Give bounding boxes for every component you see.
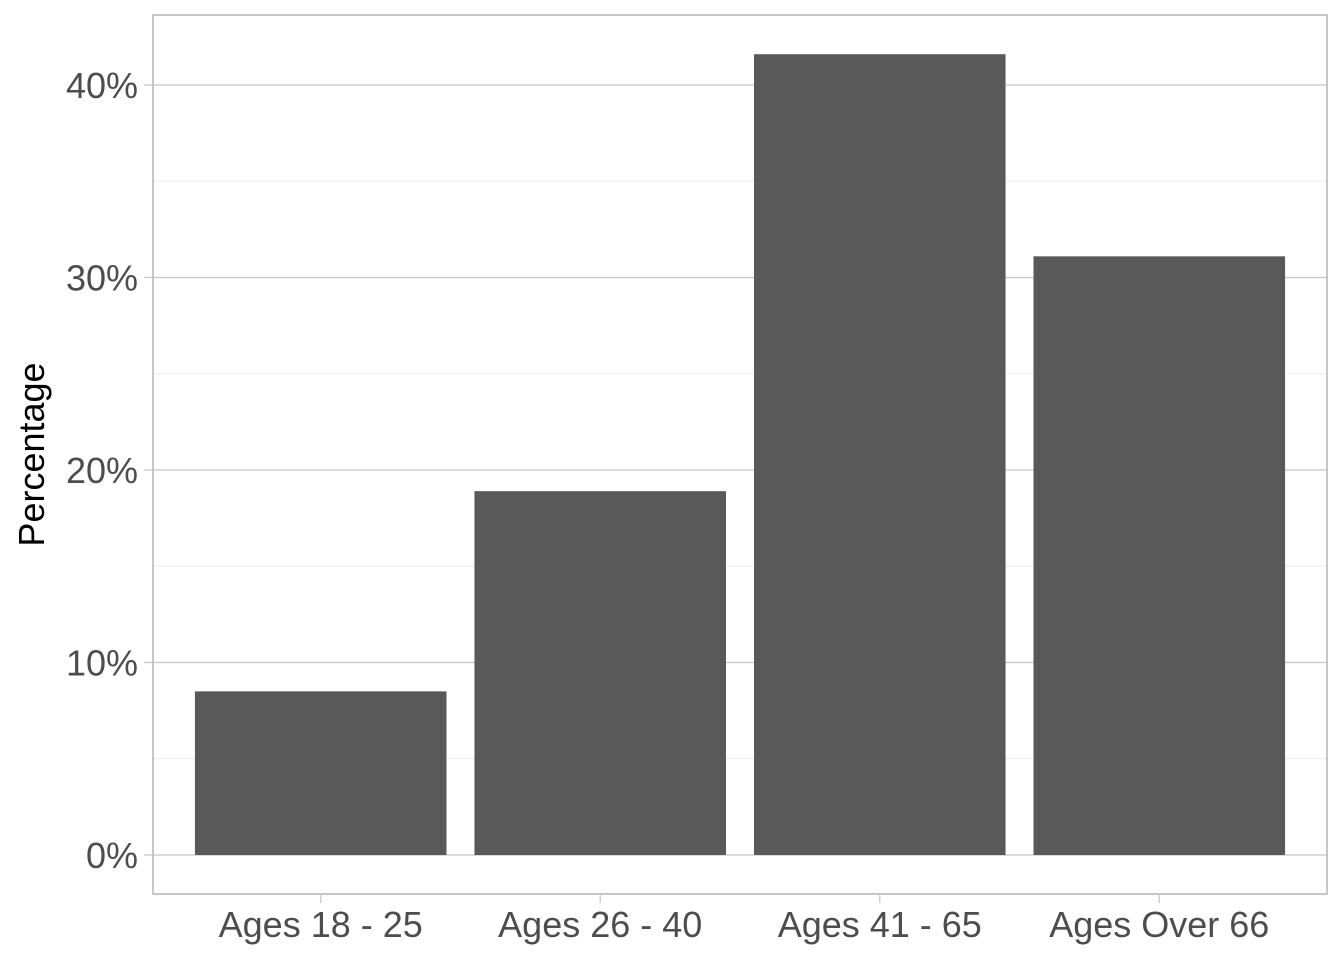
y-tick-label: 40% — [66, 65, 138, 106]
panel-border — [152, 14, 1328, 895]
y-tick-label: 10% — [66, 643, 138, 684]
x-tick-label: Ages 18 - 25 — [219, 904, 423, 945]
y-tick-label: 30% — [66, 258, 138, 299]
bars — [194, 54, 1286, 855]
x-tick-label: Ages Over 66 — [1049, 904, 1269, 945]
bar — [474, 491, 727, 855]
x-axis-tick-labels: Ages 18 - 25 Ages 26 - 40 Ages 41 - 65 Ages… — [219, 904, 1270, 945]
bar — [1033, 256, 1286, 855]
bar — [194, 691, 447, 855]
x-tick-label: Ages 41 - 65 — [778, 904, 982, 945]
y-axis-tick-labels: 0% 10% 20% 30% 40% — [66, 65, 138, 876]
y-axis-title: Percentage — [11, 362, 52, 546]
y-tick-label: 0% — [86, 835, 138, 876]
axis-ticks — [144, 84, 1160, 903]
y-tick-label: 20% — [66, 450, 138, 491]
bar — [753, 54, 1006, 855]
x-tick-label: Ages 26 - 40 — [498, 904, 702, 945]
